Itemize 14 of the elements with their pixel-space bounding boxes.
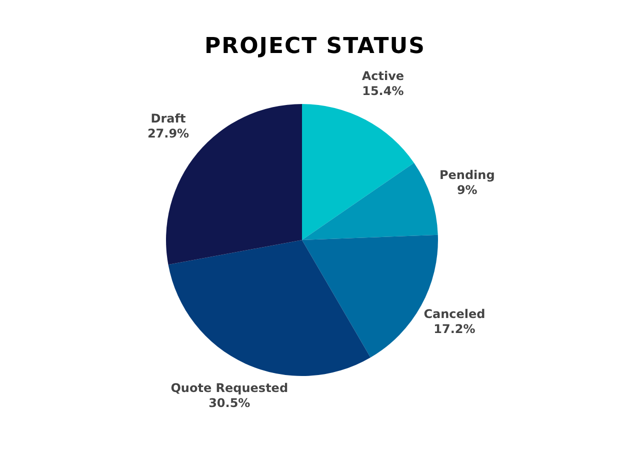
data-label: 27.9% [147, 126, 190, 141]
slice-label: Pending [439, 168, 495, 182]
pie-slice [302, 162, 438, 240]
slice-label: Active [362, 68, 404, 83]
data-label: 15.4% [362, 84, 404, 98]
data-label: 17.2% [434, 322, 476, 336]
data-label: 30.5% [208, 396, 250, 410]
data-label: 9% [456, 183, 478, 198]
slice-label: Draft [150, 112, 186, 126]
pie-slice [168, 240, 370, 376]
slice-label: Quote Requested [170, 381, 288, 396]
pie-slice [302, 104, 414, 240]
slice-label: Canceled [424, 306, 486, 321]
chart-title: PROJECT STATUS [204, 34, 426, 59]
